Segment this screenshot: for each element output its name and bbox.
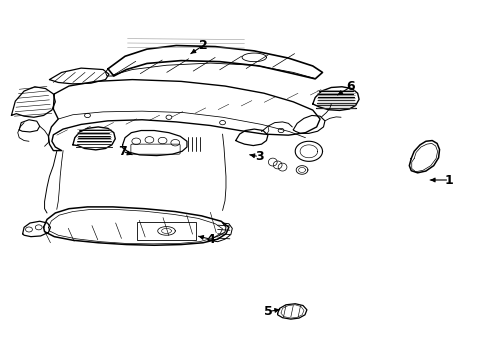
Polygon shape	[19, 120, 40, 132]
Polygon shape	[108, 45, 322, 79]
Polygon shape	[43, 207, 228, 245]
Polygon shape	[122, 131, 186, 156]
Text: 2: 2	[198, 39, 207, 52]
Polygon shape	[212, 223, 232, 242]
Polygon shape	[49, 68, 109, 84]
Text: 7: 7	[118, 145, 127, 158]
Polygon shape	[48, 80, 320, 150]
Polygon shape	[235, 129, 267, 145]
Polygon shape	[73, 127, 115, 150]
Polygon shape	[312, 87, 358, 111]
Text: 6: 6	[346, 80, 354, 93]
Text: 3: 3	[254, 150, 263, 163]
Text: 1: 1	[444, 174, 453, 186]
Polygon shape	[277, 304, 306, 319]
Bar	[137, 222, 195, 240]
Polygon shape	[408, 140, 439, 173]
Polygon shape	[293, 116, 325, 134]
Text: 4: 4	[205, 233, 214, 246]
Polygon shape	[11, 87, 55, 117]
Text: 5: 5	[263, 305, 272, 318]
Polygon shape	[22, 221, 50, 237]
